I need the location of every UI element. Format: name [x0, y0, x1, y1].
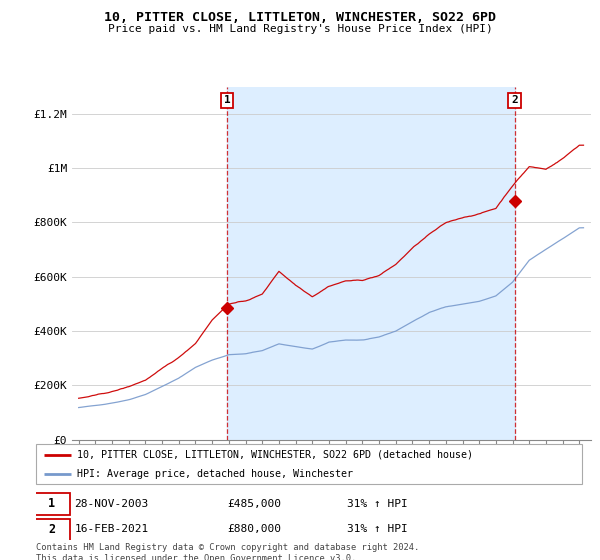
- Text: Contains HM Land Registry data © Crown copyright and database right 2024.
This d: Contains HM Land Registry data © Crown c…: [36, 543, 419, 560]
- Text: 16-FEB-2021: 16-FEB-2021: [74, 524, 148, 534]
- Text: 1: 1: [224, 95, 230, 105]
- Text: HPI: Average price, detached house, Winchester: HPI: Average price, detached house, Winc…: [77, 469, 353, 478]
- FancyBboxPatch shape: [33, 519, 70, 541]
- Text: 1: 1: [48, 497, 55, 510]
- Text: 2: 2: [48, 523, 55, 536]
- FancyBboxPatch shape: [33, 493, 70, 515]
- Text: 10, PITTER CLOSE, LITTLETON, WINCHESTER, SO22 6PD (detached house): 10, PITTER CLOSE, LITTLETON, WINCHESTER,…: [77, 450, 473, 460]
- Text: 31% ↑ HPI: 31% ↑ HPI: [347, 498, 408, 508]
- Bar: [227, 87, 515, 440]
- Text: £485,000: £485,000: [227, 498, 281, 508]
- Text: 31% ↑ HPI: 31% ↑ HPI: [347, 524, 408, 534]
- Text: 2: 2: [511, 95, 518, 105]
- FancyBboxPatch shape: [36, 444, 582, 484]
- Text: £880,000: £880,000: [227, 524, 281, 534]
- Text: 28-NOV-2003: 28-NOV-2003: [74, 498, 148, 508]
- Text: Price paid vs. HM Land Registry's House Price Index (HPI): Price paid vs. HM Land Registry's House …: [107, 24, 493, 34]
- Text: 10, PITTER CLOSE, LITTLETON, WINCHESTER, SO22 6PD: 10, PITTER CLOSE, LITTLETON, WINCHESTER,…: [104, 11, 496, 24]
